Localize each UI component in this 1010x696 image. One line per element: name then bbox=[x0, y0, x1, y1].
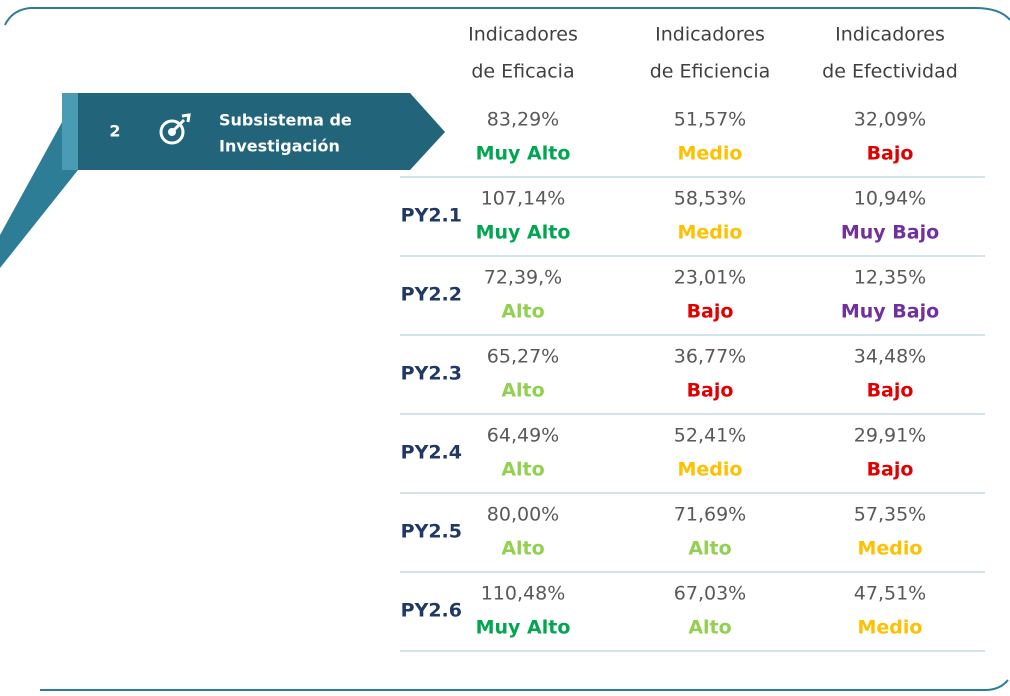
cell-value: 58,53% bbox=[674, 188, 746, 210]
banner-number: 2 bbox=[109, 122, 120, 141]
cell-level: Medio bbox=[858, 538, 923, 560]
cell-value: 32,09% bbox=[854, 109, 926, 131]
cell-value: 67,03% bbox=[674, 583, 746, 605]
row-label: PY2.6 bbox=[401, 600, 462, 622]
column-header: de Eficacia bbox=[471, 61, 574, 83]
frame-corner bbox=[4, 7, 31, 26]
frame-top bbox=[30, 7, 1010, 21]
cell-level: Alto bbox=[501, 538, 544, 560]
cell-level: Medio bbox=[678, 222, 743, 244]
cell-level: Alto bbox=[688, 617, 731, 639]
cell-value: 65,27% bbox=[487, 346, 559, 368]
cell-level: Medio bbox=[678, 143, 743, 165]
cell-value: 36,77% bbox=[674, 346, 746, 368]
row-label: PY2.5 bbox=[401, 521, 462, 543]
column-header: Indicadores bbox=[655, 24, 765, 46]
cell-value: 12,35% bbox=[854, 267, 926, 289]
row-label: PY2.3 bbox=[401, 363, 462, 385]
cell-value: 52,41% bbox=[674, 425, 746, 447]
cell-level: Muy Alto bbox=[476, 143, 571, 165]
cell-value: 71,69% bbox=[674, 504, 746, 526]
cell-value: 80,00% bbox=[487, 504, 559, 526]
banner-tail bbox=[0, 93, 78, 268]
target-icon bbox=[159, 113, 191, 145]
cell-level: Medio bbox=[678, 459, 743, 481]
column-header: de Eficiencia bbox=[650, 61, 771, 83]
cell-value: 83,29% bbox=[487, 109, 559, 131]
cell-value: 110,48% bbox=[481, 583, 566, 605]
cell-value: 23,01% bbox=[674, 267, 746, 289]
cell-level: Bajo bbox=[687, 380, 734, 402]
cell-level: Bajo bbox=[687, 301, 734, 323]
cell-value: 29,91% bbox=[854, 425, 926, 447]
cell-value: 72,39,% bbox=[484, 267, 563, 289]
cell-level: Alto bbox=[688, 538, 731, 560]
column-header: Indicadores bbox=[468, 24, 578, 46]
column-header: de Efectividad bbox=[822, 61, 958, 83]
cell-level: Alto bbox=[501, 380, 544, 402]
banner-title: Subsistema de bbox=[219, 111, 352, 130]
cell-level: Alto bbox=[501, 459, 544, 481]
cell-level: Muy Alto bbox=[476, 222, 571, 244]
cell-value: 107,14% bbox=[481, 188, 566, 210]
cell-level: Medio bbox=[858, 617, 923, 639]
frame-bottom bbox=[40, 679, 1009, 691]
cell-value: 34,48% bbox=[854, 346, 926, 368]
cell-value: 10,94% bbox=[854, 188, 926, 210]
cell-level: Alto bbox=[501, 301, 544, 323]
cell-value: 51,57% bbox=[674, 109, 746, 131]
cell-level: Muy Alto bbox=[476, 617, 571, 639]
banner bbox=[78, 93, 445, 170]
cell-level: Bajo bbox=[867, 459, 914, 481]
cell-level: Bajo bbox=[867, 380, 914, 402]
banner-edge bbox=[62, 93, 80, 170]
cell-level: Muy Bajo bbox=[841, 301, 939, 323]
cell-value: 64,49% bbox=[487, 425, 559, 447]
banner-title: Investigación bbox=[219, 137, 340, 156]
row-label: PY2.4 bbox=[401, 442, 462, 464]
cell-level: Bajo bbox=[867, 143, 914, 165]
column-header: Indicadores bbox=[835, 24, 945, 46]
row-label: PY2.2 bbox=[401, 284, 462, 306]
cell-value: 47,51% bbox=[854, 583, 926, 605]
row-label: PY2.1 bbox=[401, 205, 462, 227]
cell-level: Muy Bajo bbox=[841, 222, 939, 244]
cell-value: 57,35% bbox=[854, 504, 926, 526]
